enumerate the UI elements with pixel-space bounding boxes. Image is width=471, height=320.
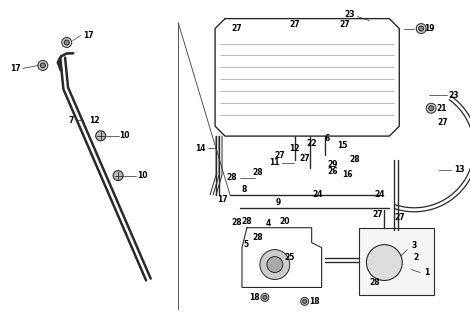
Text: 9: 9 (275, 198, 280, 207)
Text: 17: 17 (83, 31, 94, 40)
Circle shape (260, 250, 290, 279)
Text: 28: 28 (242, 217, 252, 226)
Text: 22: 22 (307, 139, 317, 148)
Circle shape (62, 37, 72, 47)
Text: 24: 24 (374, 190, 385, 199)
Text: 27: 27 (372, 210, 383, 219)
Circle shape (303, 300, 307, 303)
Text: 29: 29 (327, 160, 338, 170)
Text: 18: 18 (250, 293, 260, 302)
Text: 17: 17 (11, 64, 21, 73)
Text: 12: 12 (290, 144, 300, 153)
Text: 27: 27 (339, 20, 350, 29)
Text: 28: 28 (232, 218, 242, 227)
Text: 3: 3 (412, 241, 417, 250)
Text: 5: 5 (244, 240, 249, 249)
Circle shape (267, 257, 283, 273)
Circle shape (263, 295, 267, 300)
Text: 7: 7 (68, 116, 73, 125)
Circle shape (38, 60, 48, 70)
Text: 18: 18 (309, 297, 320, 306)
Circle shape (261, 293, 269, 301)
Text: 14: 14 (195, 144, 205, 153)
Circle shape (64, 40, 69, 45)
Text: 11: 11 (269, 158, 280, 167)
Text: 25: 25 (284, 253, 295, 262)
Text: 19: 19 (424, 24, 434, 33)
Text: 2: 2 (414, 253, 419, 262)
Bar (359, 228, 434, 295)
Text: 27: 27 (232, 24, 242, 33)
Text: 20: 20 (279, 217, 290, 226)
Text: 13: 13 (454, 165, 464, 174)
Text: 27: 27 (394, 213, 405, 222)
Text: 28: 28 (252, 233, 263, 242)
Circle shape (426, 103, 436, 113)
Text: 28: 28 (252, 168, 263, 178)
Circle shape (429, 106, 434, 111)
Text: 16: 16 (342, 171, 353, 180)
Text: 28: 28 (227, 173, 237, 182)
Circle shape (96, 131, 106, 141)
Text: 10: 10 (137, 171, 147, 180)
Text: 4: 4 (265, 219, 270, 228)
Text: 28: 28 (349, 156, 360, 164)
Text: 8: 8 (241, 185, 247, 194)
Text: 21: 21 (437, 104, 447, 113)
Text: 23: 23 (344, 10, 355, 19)
Circle shape (300, 297, 309, 305)
Text: 10: 10 (119, 131, 130, 140)
Text: 26: 26 (327, 167, 338, 176)
Circle shape (366, 244, 402, 280)
Text: 15: 15 (337, 140, 348, 149)
Text: 28: 28 (369, 278, 380, 287)
Circle shape (416, 24, 426, 34)
Text: 24: 24 (312, 190, 323, 199)
Text: 27: 27 (438, 118, 448, 127)
Text: 23: 23 (449, 91, 459, 100)
Text: 27: 27 (300, 154, 310, 163)
Circle shape (419, 26, 424, 31)
Circle shape (41, 63, 45, 68)
Text: 6: 6 (325, 133, 330, 143)
Text: 17: 17 (217, 195, 227, 204)
Text: 12: 12 (89, 116, 100, 125)
Text: 1: 1 (424, 268, 430, 277)
Circle shape (113, 171, 123, 180)
Text: 27: 27 (275, 150, 285, 160)
Text: 27: 27 (289, 20, 300, 29)
